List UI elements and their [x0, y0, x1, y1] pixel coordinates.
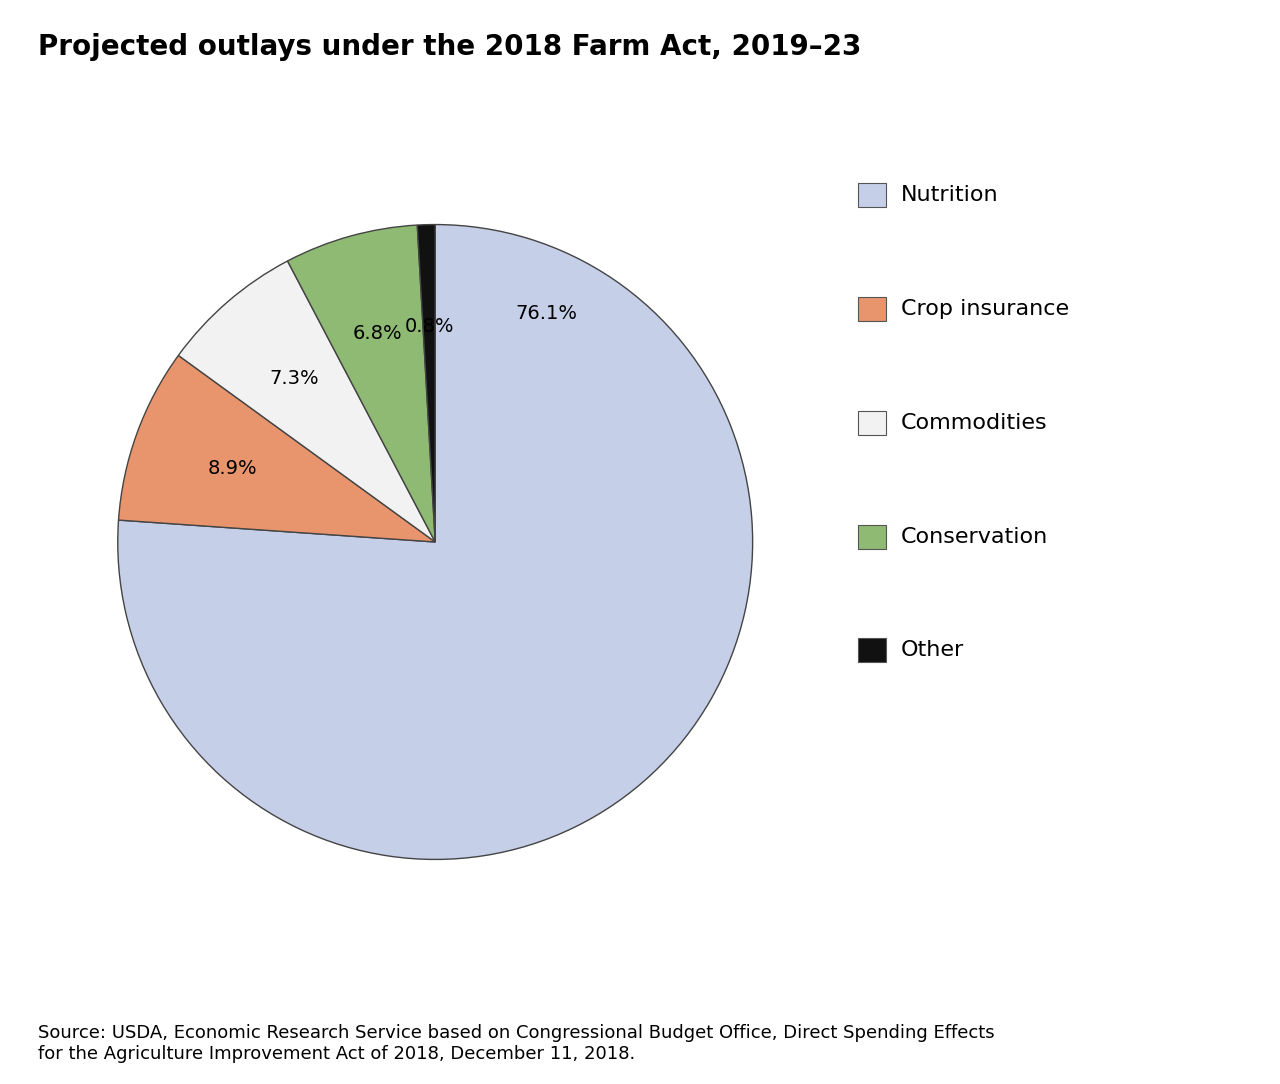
- Wedge shape: [288, 225, 435, 542]
- Text: 8.9%: 8.9%: [207, 459, 257, 478]
- Text: Other: Other: [901, 641, 964, 660]
- Wedge shape: [119, 356, 435, 542]
- Text: 0.8%: 0.8%: [404, 317, 454, 336]
- Wedge shape: [417, 224, 435, 542]
- Text: Projected outlays under the 2018 Farm Act, 2019–23: Projected outlays under the 2018 Farm Ac…: [38, 33, 861, 61]
- Text: Commodities: Commodities: [901, 413, 1048, 433]
- Text: 7.3%: 7.3%: [269, 370, 319, 388]
- Text: Conservation: Conservation: [901, 527, 1048, 546]
- Wedge shape: [178, 261, 435, 542]
- Text: Crop insurance: Crop insurance: [901, 299, 1069, 319]
- Wedge shape: [118, 224, 753, 860]
- Text: 76.1%: 76.1%: [516, 304, 577, 323]
- Text: Source: USDA, Economic Research Service based on Congressional Budget Office, Di: Source: USDA, Economic Research Service …: [38, 1024, 995, 1063]
- Text: Nutrition: Nutrition: [901, 185, 998, 205]
- Text: 6.8%: 6.8%: [353, 324, 402, 344]
